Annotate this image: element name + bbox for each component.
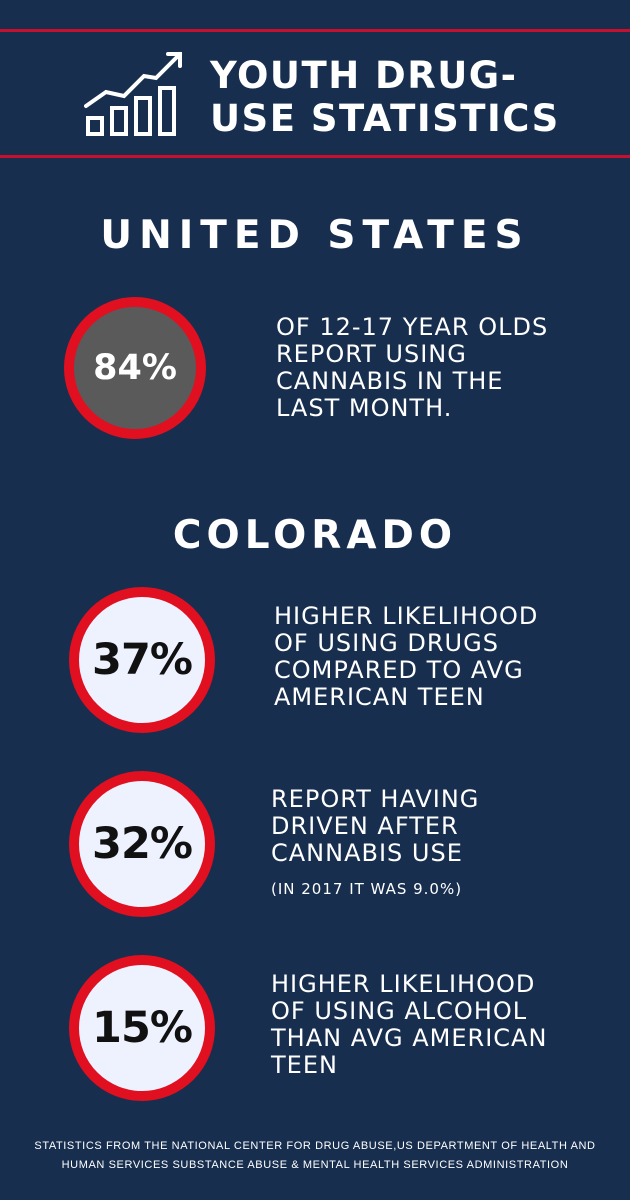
header-bottom-divider bbox=[0, 155, 630, 158]
stat-description-line: AMERICAN TEEN bbox=[274, 683, 485, 711]
stat-description-line: DRIVEN AFTER bbox=[271, 812, 459, 840]
stat-description-drug-likelihood: HIGHER LIKELIHOOD OF USING DRUGS COMPARE… bbox=[274, 603, 538, 711]
bar-chart-trend-icon bbox=[84, 52, 182, 136]
stat-circle-us: 84% bbox=[64, 297, 206, 439]
stat-description-line: COMPARED TO AVG bbox=[274, 656, 524, 684]
stat-description-line: REPORT HAVING bbox=[271, 785, 480, 813]
page-title-line: YOUTH DRUG- bbox=[210, 54, 518, 97]
stat-description-alcohol-likelihood: HIGHER LIKELIHOOD OF USING ALCOHOL THAN … bbox=[271, 971, 547, 1079]
stat-description-line: TEEN bbox=[271, 1051, 338, 1079]
stat-description-line: OF USING DRUGS bbox=[274, 629, 499, 657]
page-title: YOUTH DRUG- USE STATISTICS bbox=[210, 54, 610, 140]
stat-circle-alcohol-likelihood: 15% bbox=[69, 955, 215, 1101]
header-top-divider bbox=[0, 29, 630, 32]
stat-description-line: REPORT USING bbox=[276, 340, 467, 368]
stat-circle-drug-likelihood: 37% bbox=[69, 587, 215, 733]
stat-description-driving: REPORT HAVING DRIVEN AFTER CANNABIS USE bbox=[271, 786, 479, 867]
stat-note-2017: (IN 2017 IT WAS 9.0%) bbox=[271, 880, 463, 898]
stat-description-line: OF 12-17 YEAR OLDS bbox=[276, 313, 549, 341]
stat-description-line: HIGHER LIKELIHOOD bbox=[271, 970, 536, 998]
stat-description-line: CANNABIS USE bbox=[271, 839, 463, 867]
source-footer-line: HUMAN SERVICES SUBSTANCE ABUSE & MENTAL … bbox=[61, 1159, 569, 1171]
stat-description-line: CANNABIS IN THE bbox=[276, 367, 504, 395]
source-footer: STATISTICS FROM THE NATIONAL CENTER FOR … bbox=[0, 1137, 630, 1175]
stat-description-line: THAN AVG AMERICAN bbox=[271, 1024, 548, 1052]
stat-description-us: OF 12-17 YEAR OLDS REPORT USING CANNABIS… bbox=[276, 314, 548, 422]
source-footer-line: STATISTICS FROM THE NATIONAL CENTER FOR … bbox=[34, 1140, 596, 1152]
stat-description-line: OF USING ALCOHOL bbox=[271, 997, 528, 1025]
stat-description-line: LAST MONTH. bbox=[276, 394, 453, 422]
section-title-colorado: COLORADO bbox=[172, 513, 458, 558]
section-title-united-states: UNITED STATES bbox=[100, 213, 530, 258]
stat-circle-driving: 32% bbox=[69, 771, 215, 917]
page-title-line: USE STATISTICS bbox=[210, 97, 560, 140]
stat-description-line: HIGHER LIKELIHOOD bbox=[274, 602, 539, 630]
